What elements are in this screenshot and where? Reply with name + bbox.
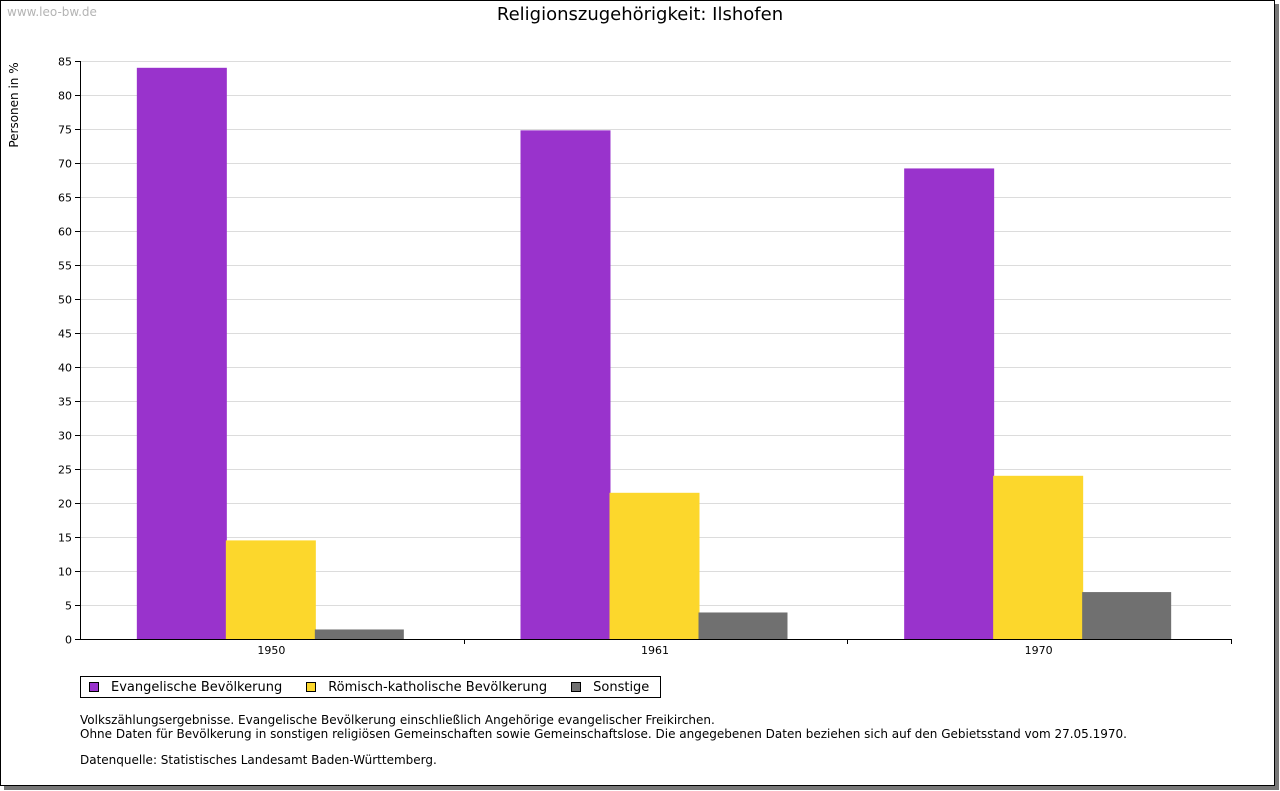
bar: [609, 492, 700, 639]
y-tick-label: 50: [58, 294, 72, 307]
chart-plot: 0 5 10 15 20 25 30 35 40 45 50 55 60 65 70 75 80 85 1950 19…: [58, 56, 1232, 657]
legend-item: Evangelische Bevölkerung: [89, 680, 282, 695]
bar: [904, 168, 995, 639]
y-tick-label: 10: [58, 566, 72, 579]
bar: [314, 629, 404, 639]
legend: Evangelische Bevölkerung Römisch-katholis…: [80, 676, 662, 698]
legend-label: Sonstige: [593, 679, 650, 695]
legend-label: Römisch-katholische Bevölkerung: [328, 679, 548, 695]
chart-title: Religionszugehörigkeit: Ilshofen: [496, 4, 784, 25]
footnote-line-2: Ohne Daten für Bevölkerung in sonstigen …: [80, 727, 1127, 741]
y-tick-label: 0: [65, 634, 72, 647]
legend-swatch: [89, 682, 99, 692]
y-tick-label: 20: [58, 498, 72, 511]
bar: [698, 612, 788, 639]
y-tick-label: 55: [58, 260, 72, 273]
legend-swatch: [306, 682, 317, 692]
x-tick-label: 1970: [1025, 644, 1053, 657]
y-tick-label: 60: [58, 226, 72, 239]
x-tick-label: 1950: [257, 644, 285, 657]
legend-label: Evangelische Bevölkerung: [111, 679, 283, 695]
watermark: www.leo-bw.de: [7, 5, 97, 19]
y-tick-label: 30: [58, 430, 72, 443]
x-tick-label: 1961: [641, 644, 669, 657]
y-tick-label: 15: [58, 532, 72, 545]
y-tick-label: 75: [58, 124, 72, 137]
bar: [520, 130, 611, 640]
y-tick-label: 5: [65, 600, 72, 613]
footnotes: Volkszählungsergebnisse. Evangelische Be…: [80, 713, 1127, 767]
y-tick-label: 85: [58, 56, 72, 69]
y-tick-label: 80: [58, 90, 72, 103]
legend-item: Römisch-katholische Bevölkerung: [306, 680, 547, 695]
y-tick-label: 70: [58, 158, 72, 171]
y-tick-label: 25: [58, 464, 72, 477]
bar: [136, 67, 227, 640]
y-tick-label: 35: [58, 396, 72, 409]
bar: [225, 540, 316, 639]
data-source: Datenquelle: Statistisches Landesamt Bad…: [80, 753, 437, 767]
legend-swatch: [571, 682, 582, 692]
bar: [993, 475, 1084, 639]
footnote-line-1: Volkszählungsergebnisse. Evangelische Be…: [80, 713, 715, 727]
y-tick-label: 45: [58, 328, 72, 341]
bar: [1082, 592, 1172, 639]
y-tick-label: 40: [58, 362, 72, 375]
legend-item: Sonstige: [571, 680, 649, 695]
y-tick-label: 65: [58, 192, 72, 205]
